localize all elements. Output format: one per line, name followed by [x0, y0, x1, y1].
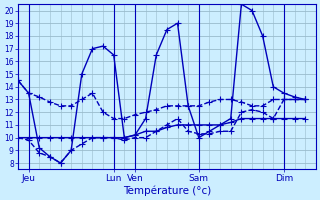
- X-axis label: Température (°c): Température (°c): [123, 185, 211, 196]
